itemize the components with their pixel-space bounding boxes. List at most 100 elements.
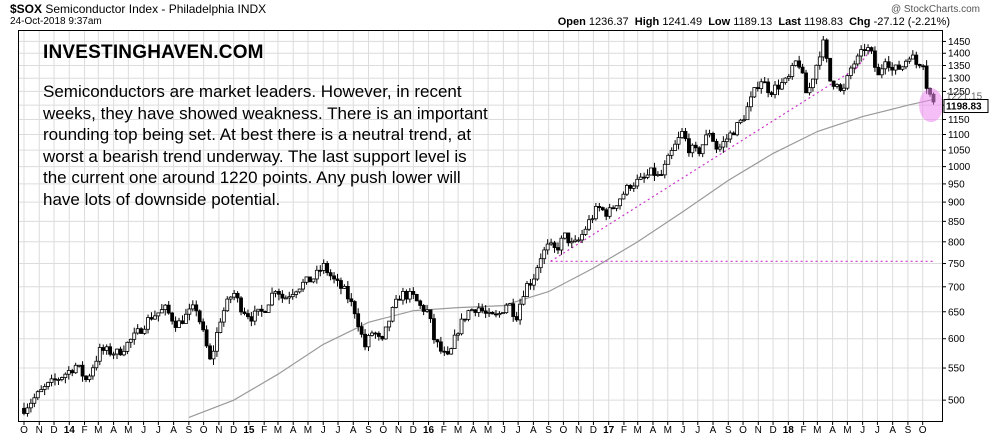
candle-body: [122, 350, 126, 356]
candle-body: [139, 328, 144, 334]
x-tick-label: D: [410, 425, 417, 436]
candle-body: [528, 283, 533, 286]
trendline: [856, 48, 873, 69]
x-tick-label: J: [860, 425, 865, 436]
candle-body: [893, 64, 898, 71]
candlesticks: [22, 35, 936, 417]
candle-body: [218, 321, 223, 333]
candle-body: [73, 364, 78, 374]
chart-title: $SOX Semiconductor Index - Philadelphia …: [10, 3, 266, 16]
candle-body: [807, 87, 812, 94]
candle-body: [773, 84, 777, 95]
candle-body: [421, 305, 426, 312]
candle-body: [587, 219, 591, 230]
x-axis: O N D 14 F M A M J J A S O N D 15 F M A M J J A S O N D 16 F M A M J J A S O…: [20, 421, 927, 436]
candle-body: [407, 290, 412, 300]
candle-body: [821, 39, 826, 58]
candle-body: [469, 309, 474, 312]
candle-body: [573, 239, 578, 242]
candle-body: [735, 122, 740, 136]
candle-body: [628, 185, 633, 189]
candle-body: [855, 55, 860, 65]
candle-body: [46, 382, 51, 387]
candle-body: [614, 205, 619, 209]
x-tick-label: J: [335, 425, 340, 436]
candle-body: [22, 407, 26, 414]
y-tick-label: 1250: [948, 87, 971, 98]
candle-body: [690, 144, 695, 154]
candle-body: [687, 138, 691, 154]
candle-body: [907, 58, 912, 62]
x-tick-label: M: [843, 425, 851, 436]
candle-body: [418, 300, 423, 306]
last-label: Last: [778, 16, 801, 28]
x-tick-label: M: [304, 425, 312, 436]
candle-body: [259, 308, 264, 312]
x-tick-label: J: [875, 425, 880, 436]
candle-body: [831, 80, 836, 87]
candle-body: [838, 84, 843, 91]
y-tick-label: 500: [948, 396, 965, 407]
candle-body: [569, 241, 574, 244]
candle-body: [397, 298, 402, 301]
candle-body: [66, 370, 71, 375]
y-tick-label: 1050: [948, 146, 971, 157]
low-value: 1189.13: [733, 16, 773, 28]
x-tick-label: J: [141, 425, 146, 436]
x-tick-label: M: [454, 425, 462, 436]
candle-body: [263, 310, 268, 313]
candle-body: [848, 67, 853, 77]
candle-body: [731, 132, 736, 136]
candle-body: [862, 49, 867, 52]
candle-body: [173, 320, 178, 328]
x-tick-label: 17: [603, 425, 615, 436]
x-tick-label: D: [50, 425, 57, 436]
y-tick-label: 1350: [948, 61, 971, 72]
candle-body: [370, 332, 374, 336]
candle-body: [683, 131, 688, 140]
candle-body: [814, 64, 819, 80]
x-tick-label: M: [124, 425, 132, 436]
annotation-line: worst a bearish trend underway. The last…: [43, 146, 467, 166]
candle-body: [63, 373, 68, 378]
candle-body: [611, 207, 616, 210]
x-tick-label: A: [889, 425, 896, 436]
candle-body: [321, 263, 326, 271]
candle-body: [783, 77, 788, 84]
candle-body: [135, 328, 140, 334]
symbol: $SOX: [10, 2, 43, 16]
y-tick-label: 800: [948, 237, 965, 248]
x-tick-label: F: [621, 425, 627, 436]
candle-body: [638, 176, 643, 180]
candle-body: [669, 150, 674, 156]
candle-body: [886, 61, 891, 68]
candle-body: [325, 263, 330, 274]
y-tick-label: 600: [948, 334, 965, 345]
y-tick-label: 900: [948, 198, 965, 209]
candle-body: [780, 82, 784, 90]
candle-body: [308, 276, 312, 283]
candle-body: [921, 65, 926, 68]
annotation-line: rounding top being set. At best there is…: [43, 125, 472, 144]
candle-body: [349, 298, 354, 302]
candle-body: [32, 397, 37, 404]
candle-body: [363, 333, 367, 348]
candle-body: [211, 350, 216, 360]
candle-body: [562, 232, 567, 239]
candle-body: [490, 311, 495, 315]
candle-body: [680, 131, 684, 138]
candle-body: [287, 296, 292, 299]
candle-body: [256, 308, 261, 312]
chart-grid: [18, 30, 942, 421]
candle-body: [328, 272, 333, 277]
brand-title: INVESTINGHAVEN.COM: [43, 42, 264, 63]
candle-body: [153, 315, 157, 320]
candle-body: [759, 81, 764, 90]
candle-body: [414, 294, 419, 302]
open-value: 1236.37: [588, 16, 629, 28]
candle-body: [531, 278, 536, 286]
candle-body: [266, 304, 271, 313]
candle-body: [242, 311, 247, 314]
candle-body: [897, 64, 901, 70]
